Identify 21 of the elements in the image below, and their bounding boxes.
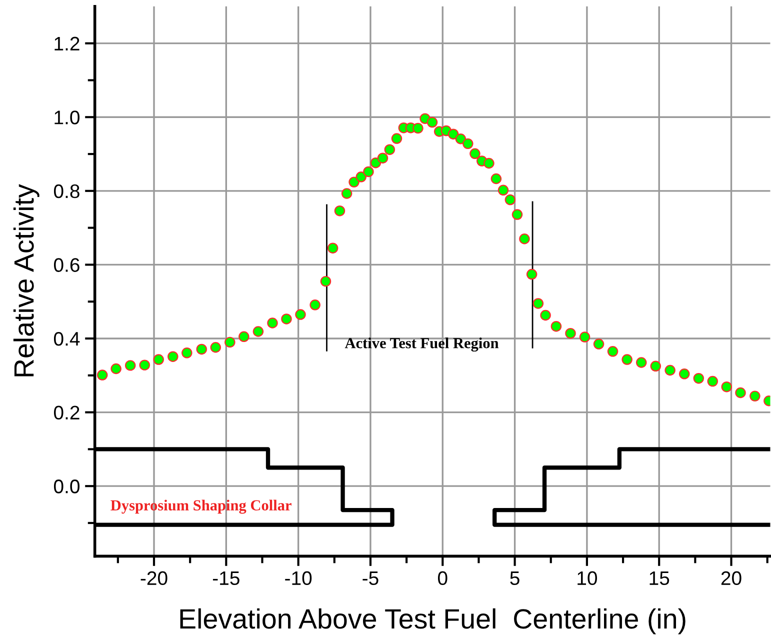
x-tick-label: 5 bbox=[510, 571, 520, 586]
annotation: Active Test Fuel Region bbox=[344, 338, 499, 352]
x-tick-label: 0 bbox=[438, 571, 448, 586]
x-tick-label: 10 bbox=[578, 571, 598, 586]
y-tick-label: 0.6 bbox=[54, 258, 80, 272]
y-tick-label: 0.0 bbox=[54, 480, 80, 494]
x-tick-label: 15 bbox=[650, 571, 670, 586]
y-tick-label: 0.2 bbox=[54, 406, 80, 420]
y-tick-label: 0.4 bbox=[54, 332, 80, 346]
x-tick-label: -10 bbox=[285, 571, 312, 586]
y-tick-label: 1.0 bbox=[54, 110, 80, 124]
y-tick-label: 1.2 bbox=[54, 36, 80, 50]
x-tick-label: -15 bbox=[212, 571, 240, 586]
line-series bbox=[492, 447, 770, 527]
x-tick-label: -20 bbox=[140, 571, 168, 586]
y-axis-title: Relative Activity bbox=[13, 184, 40, 376]
annotation: Dysprosium Shaping Collar bbox=[110, 500, 292, 514]
x-axis-title: Elevation Above Test Fuel Centerline (in) bbox=[180, 608, 686, 634]
x-tick-label: -5 bbox=[362, 571, 378, 586]
y-tick-label: 0.8 bbox=[54, 184, 80, 198]
x-tick-label: 20 bbox=[721, 571, 742, 586]
